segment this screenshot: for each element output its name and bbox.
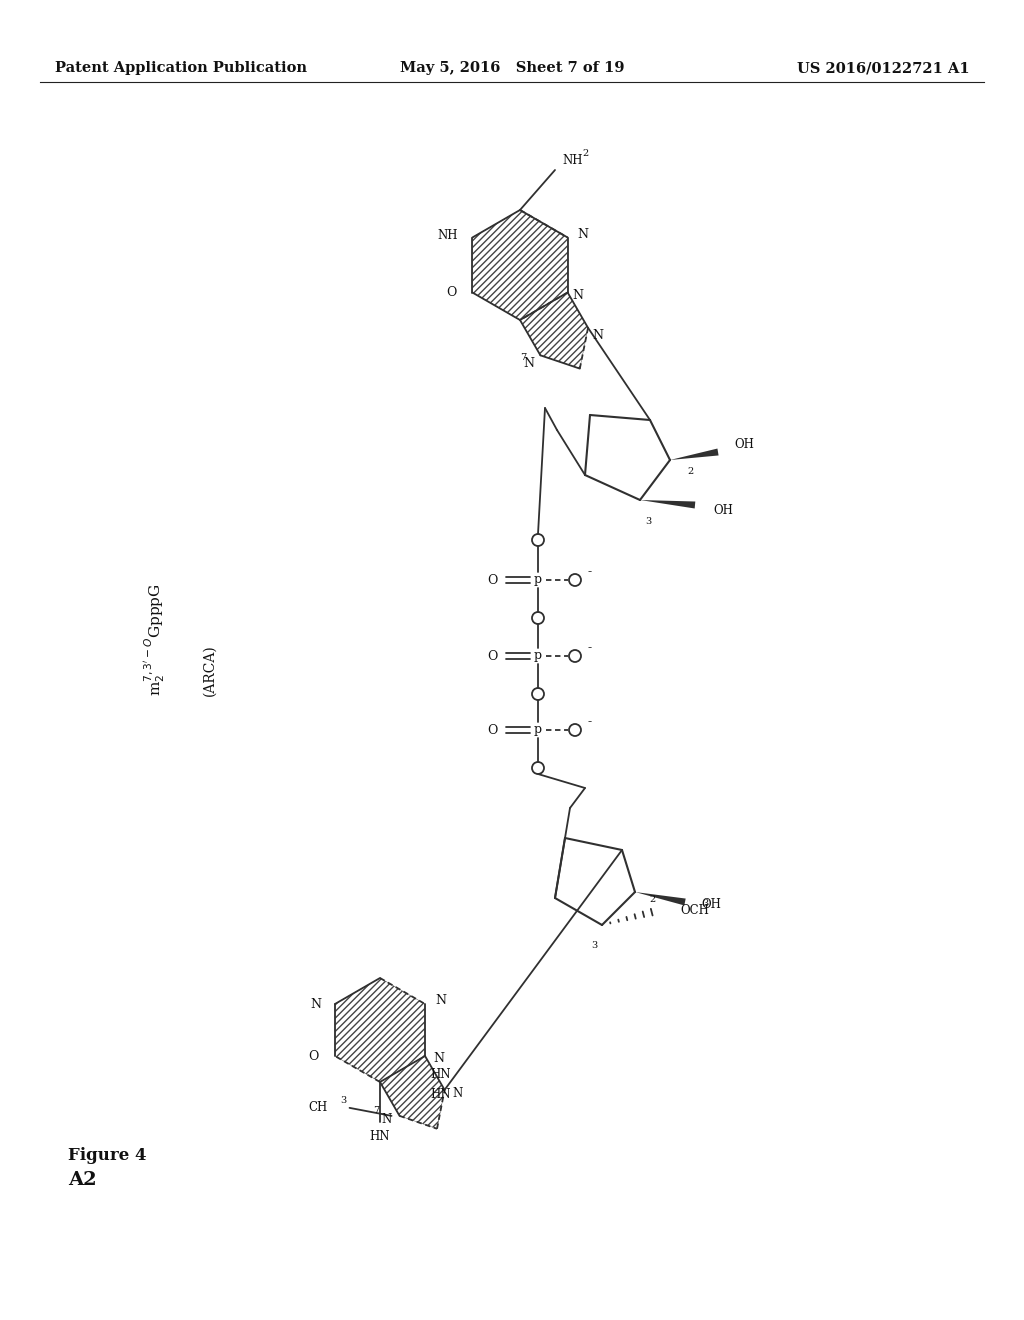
Text: -: -: [588, 715, 592, 729]
Text: m$_2^{7,3'-O}$GpppG: m$_2^{7,3'-O}$GpppG: [142, 583, 167, 696]
Text: O: O: [487, 649, 498, 663]
Text: US 2016/0122721 A1: US 2016/0122721 A1: [798, 61, 970, 75]
Text: 2: 2: [687, 467, 693, 477]
Text: p: p: [534, 723, 542, 737]
Text: O: O: [487, 723, 498, 737]
Circle shape: [569, 649, 581, 663]
Circle shape: [569, 574, 581, 586]
Circle shape: [532, 762, 544, 774]
Text: 3: 3: [702, 899, 709, 908]
Text: HN: HN: [430, 1088, 451, 1101]
Text: N: N: [592, 329, 603, 342]
Text: 3: 3: [340, 1097, 347, 1105]
Text: N: N: [572, 289, 584, 302]
Circle shape: [532, 688, 544, 700]
Circle shape: [532, 535, 544, 546]
Text: OCH: OCH: [680, 903, 709, 916]
Text: 7: 7: [374, 1106, 380, 1115]
Text: NH: NH: [438, 228, 459, 242]
Text: OH: OH: [713, 503, 733, 516]
Text: N: N: [433, 1052, 444, 1065]
Text: HN: HN: [430, 1068, 451, 1081]
Text: N: N: [453, 1088, 463, 1101]
Text: N: N: [578, 228, 589, 242]
Text: 2: 2: [582, 149, 588, 157]
Polygon shape: [640, 500, 695, 508]
Text: O: O: [446, 286, 457, 300]
Text: N: N: [435, 994, 446, 1007]
Text: A2: A2: [68, 1171, 96, 1189]
Text: HN: HN: [370, 1130, 390, 1143]
Text: p: p: [534, 649, 542, 663]
Polygon shape: [635, 892, 686, 906]
Text: 3: 3: [645, 517, 651, 527]
Text: -: -: [588, 565, 592, 578]
Text: May 5, 2016   Sheet 7 of 19: May 5, 2016 Sheet 7 of 19: [399, 61, 625, 75]
Text: 7: 7: [520, 352, 526, 362]
Text: N: N: [381, 1113, 391, 1126]
Text: OH: OH: [701, 898, 721, 911]
Circle shape: [532, 612, 544, 624]
Circle shape: [569, 723, 581, 737]
Text: O: O: [308, 1049, 318, 1063]
Text: N: N: [523, 356, 535, 370]
Text: OH: OH: [734, 437, 754, 450]
Text: Figure 4: Figure 4: [68, 1147, 146, 1163]
Text: CH: CH: [308, 1101, 328, 1114]
Text: Patent Application Publication: Patent Application Publication: [55, 61, 307, 75]
Text: -: -: [588, 642, 592, 655]
Text: (ARCA): (ARCA): [203, 644, 217, 696]
Polygon shape: [670, 449, 719, 459]
Text: NH: NH: [562, 153, 583, 166]
Text: 2: 2: [650, 895, 656, 904]
Text: N: N: [310, 998, 321, 1011]
Text: 3: 3: [591, 940, 597, 949]
Text: O: O: [487, 573, 498, 586]
Text: p: p: [534, 573, 542, 586]
